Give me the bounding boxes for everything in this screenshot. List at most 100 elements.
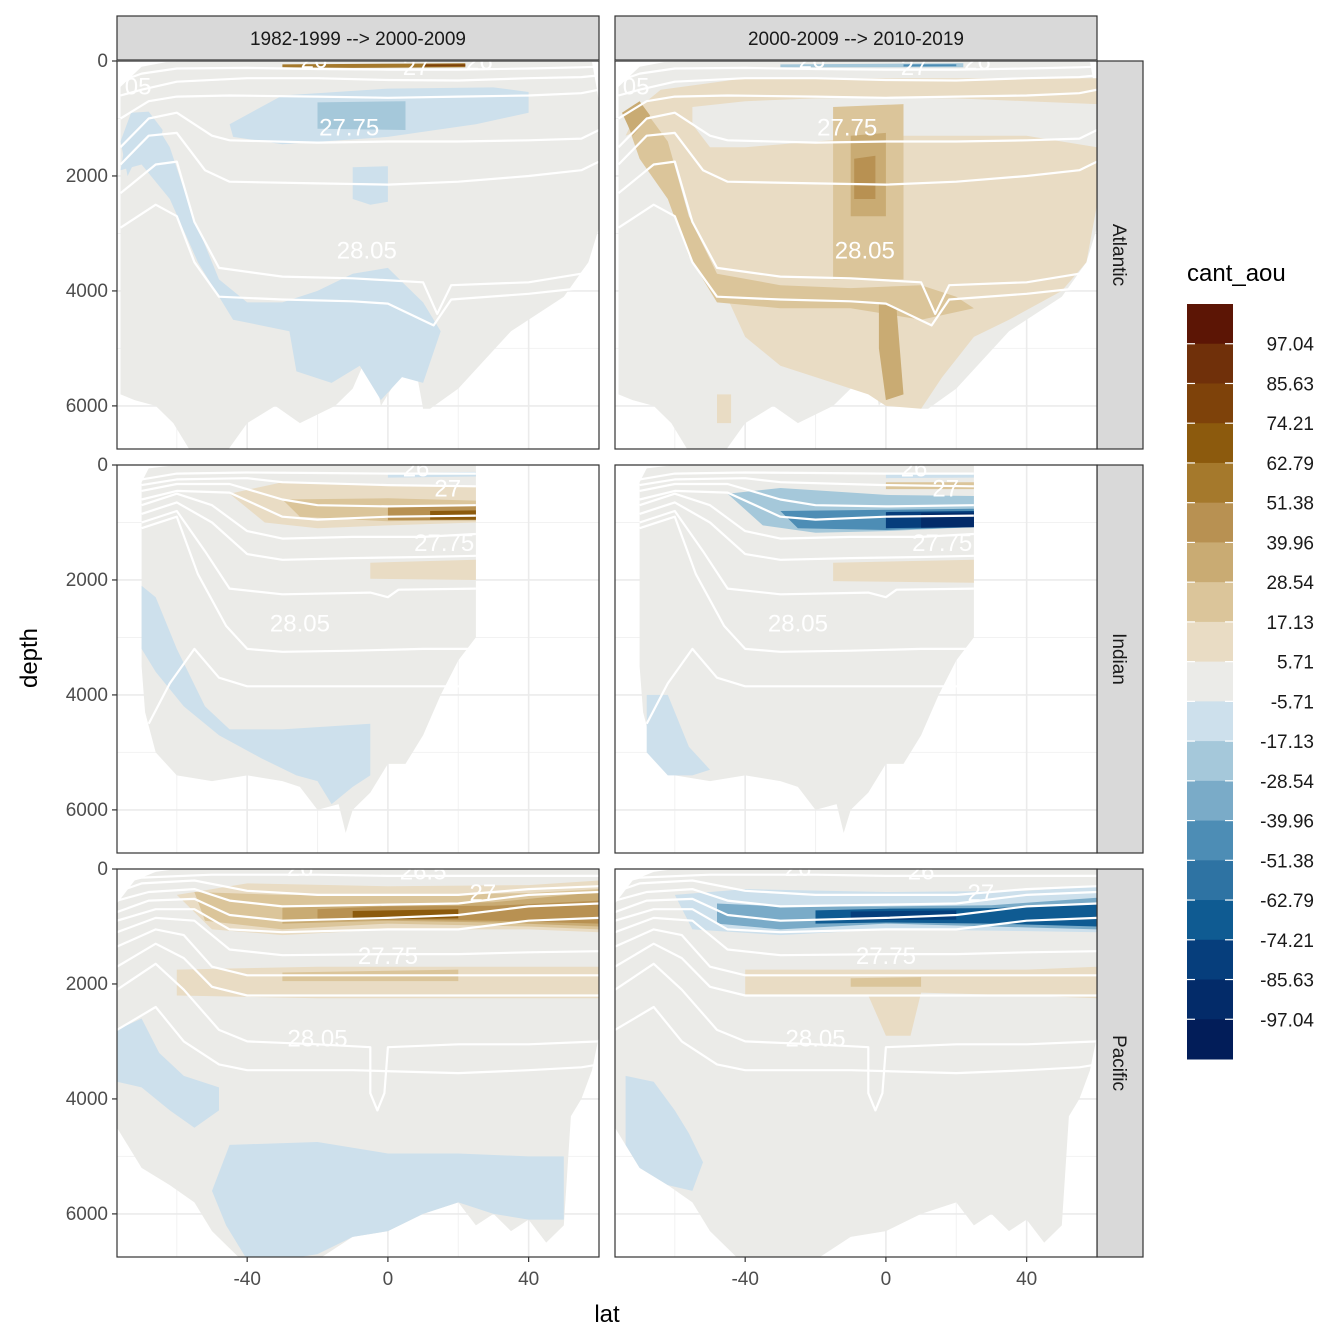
isopycnal-line — [645, 647, 974, 725]
row-strip — [1096, 464, 1144, 854]
cant-aou-region — [120, 118, 441, 401]
y-tick-label: 6000 — [66, 800, 108, 821]
cant-aou-region — [317, 101, 406, 130]
y-tick-label: 6000 — [66, 1204, 108, 1225]
isopycnal-line — [639, 492, 974, 540]
panel-border — [614, 868, 1098, 1258]
isopycnal-label: 28.05 — [768, 611, 828, 638]
y-tick-label: 0 — [97, 51, 108, 72]
isopycnal-line — [615, 928, 1097, 977]
isopycnal-label: 26.5 — [400, 858, 447, 885]
y-tick-label: 2000 — [66, 570, 108, 591]
legend-color-swatch — [1187, 860, 1233, 901]
y-tick-label: 4000 — [66, 281, 108, 302]
isopycnal-label: 26 — [799, 47, 826, 74]
isopycnal-line — [117, 908, 599, 934]
isopycnal-line — [141, 477, 476, 488]
cant-aou-region — [117, 1018, 219, 1128]
isopycnal-line — [639, 489, 974, 521]
isopycnal-line — [615, 942, 1097, 997]
isopycnal-line — [117, 873, 599, 885]
legend-color-swatch — [1187, 820, 1233, 861]
legend-break-label: 39.96 — [1266, 533, 1314, 554]
legend-color-swatch — [1187, 661, 1233, 702]
isopycnal-line — [639, 471, 974, 481]
isopycnal-line — [141, 489, 476, 521]
isopycnal-label: 27.75 — [414, 530, 474, 557]
panels-layer: 1982-1999 --> 2000-2009 2000-2009 --> 201… — [66, 15, 1144, 1290]
isopycnal-line — [639, 477, 974, 488]
isopycnal-line — [120, 65, 599, 83]
legend-break-label: -74.21 — [1260, 931, 1314, 952]
isopycnal-line — [119, 88, 599, 120]
isopycnal-line — [141, 515, 476, 653]
legend-break-label: -17.13 — [1260, 732, 1314, 753]
isopycnal-label: 28.05 — [835, 238, 895, 265]
isopycnal-label: 28.05 — [270, 611, 330, 638]
y-tick-label: 4000 — [66, 685, 108, 706]
legend-break-label: 97.04 — [1266, 335, 1314, 356]
cant-aou-region — [745, 966, 1097, 1036]
isopycnal-line — [618, 74, 1097, 97]
legend-break-label: -85.63 — [1260, 971, 1314, 992]
legend-color-swatch — [1187, 701, 1233, 742]
legend-break-label: 85.63 — [1266, 374, 1314, 395]
y-tick-label: 0 — [97, 455, 108, 476]
cant-aou-region — [850, 977, 922, 987]
isopycnal-line — [119, 203, 599, 327]
panel-atlantic-2: 27.75 28.05 26 27 26 05 — [614, 47, 1098, 450]
isopycnal-line — [141, 471, 476, 481]
isopycnal-line — [617, 160, 1097, 315]
cant-aou-region — [625, 112, 974, 320]
row-strip-label: Indian — [1108, 633, 1129, 685]
y-tick-label: 4000 — [66, 1089, 108, 1110]
isopycnal-label: 27 — [434, 476, 461, 503]
cant-aou-region — [854, 155, 876, 199]
panel-border — [614, 464, 1098, 854]
panel-pacific-1: 27.75 28.05 26 27 26.5 0 2000 4000 6000 -40 0 40 — [66, 858, 600, 1290]
panel-border — [116, 464, 600, 854]
isopycnal-line — [615, 1005, 1097, 1075]
panel-pacific-2: 27.75 28.05 26 27 26 -40 0 40 — [614, 868, 1098, 1290]
cant-aou-region — [370, 559, 476, 580]
isopycnal-line — [141, 501, 476, 561]
row-strip-label: Atlantic — [1108, 224, 1129, 286]
panel-border — [116, 868, 600, 1258]
isopycnal-label: 26 — [901, 455, 928, 482]
isopycnal-label: 27 — [403, 54, 430, 81]
panel-contours: 27.75 28.05 26 27 26 05 — [617, 47, 1097, 449]
ocean-section-fill — [615, 869, 1097, 1257]
y-axis-title: depth — [16, 628, 43, 688]
isopycnal-line — [147, 647, 476, 725]
x-tick-label: 0 — [881, 1269, 892, 1290]
isopycnal-line — [117, 1005, 599, 1075]
isopycnal-line — [120, 74, 599, 97]
legend-break-label: -39.96 — [1260, 812, 1314, 833]
x-axis-title: lat — [594, 1301, 620, 1328]
column-strip — [614, 15, 1098, 61]
column-strip — [116, 15, 600, 61]
isopycnal-line — [615, 897, 1097, 922]
isopycnal-label: 05 — [125, 73, 152, 100]
x-tick-label: 0 — [383, 1269, 394, 1290]
column-strip-label: 1982-1999 --> 2000-2009 — [250, 29, 466, 50]
isopycnal-line — [119, 131, 599, 186]
legend-break-label: 62.79 — [1266, 454, 1314, 475]
legend-break-label: -97.04 — [1260, 1010, 1314, 1031]
legend: cant_aou 97.04 85.63 74.21 62.79 51.38 39.96 28… — [1187, 260, 1314, 1060]
isopycnal-line — [119, 160, 599, 315]
row-strip-label: Pacific — [1108, 1035, 1129, 1091]
isopycnal-label: 27.75 — [912, 530, 972, 557]
cant-aou-region — [352, 166, 388, 205]
isopycnal-line — [119, 111, 599, 148]
isopycnal-label: 26 — [466, 49, 493, 76]
isopycnal-line — [615, 908, 1097, 934]
y-tick-label: 6000 — [66, 396, 108, 417]
isopycnal-label: 27 — [968, 880, 995, 907]
legend-color-swatch — [1187, 621, 1233, 663]
isopycnal-label: 28.05 — [337, 238, 397, 265]
legend-color-swatch — [1187, 383, 1233, 424]
legend-color-swatch — [1187, 741, 1233, 782]
